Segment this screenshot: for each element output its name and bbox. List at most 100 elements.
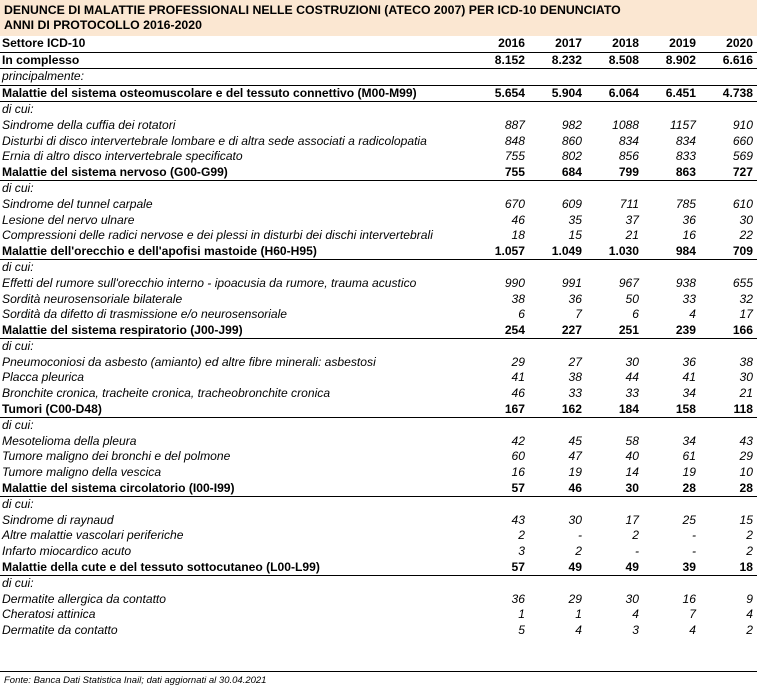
item-value: 4 xyxy=(746,607,753,622)
item-value: 33 xyxy=(568,386,582,401)
item-value: 802 xyxy=(561,149,582,164)
item-value: 43 xyxy=(511,512,525,527)
item-value: 2 xyxy=(518,528,525,543)
group-value: 254 xyxy=(472,322,529,340)
item-value: 19 xyxy=(568,465,582,480)
group-value: 49 xyxy=(586,559,643,577)
item-value: 21 xyxy=(625,228,639,243)
item-value: 29 xyxy=(568,591,582,606)
item-value: 848 xyxy=(504,133,525,148)
item-row: Compressioni delle radici nervose e dei … xyxy=(0,228,757,244)
item-label: Sindrome di raynaud xyxy=(2,512,114,527)
total-value: 8.152 xyxy=(472,52,529,70)
intro-row: principalmente: xyxy=(0,69,757,86)
item-value: 46 xyxy=(511,212,525,227)
item-label: Sordità da difetto di trasmissione e/o n… xyxy=(2,307,288,322)
item-value: 32 xyxy=(739,291,753,306)
item-row: Sordità da difetto di trasmissione e/o n… xyxy=(0,307,757,323)
group-value: 799 xyxy=(586,164,643,182)
table-title: DENUNCE DI MALATTIE PROFESSIONALI NELLE … xyxy=(4,3,621,17)
item-row: Cheratosi attinica 1 1 4 7 4 xyxy=(0,607,757,623)
item-value: 660 xyxy=(732,133,753,148)
item-value: 6 xyxy=(518,307,525,322)
total-row: In complesso 8.152 8.232 8.508 8.902 6.6… xyxy=(0,52,757,70)
group-label: Malattie del sistema nervoso (G00-G99) xyxy=(0,164,472,182)
item-value: 938 xyxy=(675,275,696,290)
dicui-row: di cui: xyxy=(0,576,757,592)
dicui-label: di cui: xyxy=(2,418,34,433)
total-value: 8.232 xyxy=(529,52,586,70)
item-label: Sindrome della cuffia dei rotatori xyxy=(2,117,176,132)
item-row: Placca pleurica 41 38 44 41 30 xyxy=(0,370,757,386)
group-value: 4.738 xyxy=(700,84,757,103)
total-label: In complesso xyxy=(0,52,472,70)
item-value: 45 xyxy=(568,433,582,448)
item-value: 2 xyxy=(632,528,639,543)
group-value: 46 xyxy=(529,480,586,498)
group-value: 1.030 xyxy=(586,243,643,261)
item-label: Bronchite cronica, tracheite cronica, tr… xyxy=(2,386,331,401)
item-value: - xyxy=(691,544,696,558)
group-value: 28 xyxy=(700,480,757,498)
dicui-label: di cui: xyxy=(2,497,34,512)
item-value: 19 xyxy=(682,465,696,480)
item-value: 1 xyxy=(518,607,525,622)
item-value: 21 xyxy=(739,386,753,401)
item-value: 29 xyxy=(739,449,753,464)
group-value: 18 xyxy=(700,559,757,577)
item-row: Effetti del rumore sull'orecchio interno… xyxy=(0,276,757,292)
item-value: 50 xyxy=(625,291,639,306)
group-label: Malattie del sistema respiratorio (J00-J… xyxy=(0,322,472,340)
item-value: 16 xyxy=(682,591,696,606)
group-label: Malattie del sistema osteomuscolare e de… xyxy=(0,84,472,103)
item-value: 670 xyxy=(504,196,525,211)
item-value: 7 xyxy=(575,307,582,322)
item-value: 834 xyxy=(618,133,639,148)
header-year: 2016 xyxy=(472,36,529,53)
item-value: 16 xyxy=(682,228,696,243)
item-value: 37 xyxy=(625,212,639,227)
item-value: 4 xyxy=(575,622,582,637)
item-label: Effetti del rumore sull'orecchio interno… xyxy=(2,275,417,290)
item-value: 569 xyxy=(732,149,753,164)
item-value: 1157 xyxy=(669,117,696,132)
group-label: Malattie del sistema circolatorio (I00-I… xyxy=(0,480,472,498)
group-value: 162 xyxy=(529,401,586,419)
item-label: Sordità neurosensoriale bilaterale xyxy=(2,291,183,306)
item-value: 834 xyxy=(675,133,696,148)
item-row: Lesione del nervo ulnare 46 35 37 36 30 xyxy=(0,213,757,229)
item-value: 785 xyxy=(675,196,696,211)
group-value: 251 xyxy=(586,322,643,340)
item-value: - xyxy=(691,528,696,543)
item-value: 5 xyxy=(518,622,525,637)
total-value: 8.508 xyxy=(586,52,643,70)
item-label: Placca pleurica xyxy=(2,370,85,385)
item-value: 967 xyxy=(618,275,639,290)
item-value: 4 xyxy=(689,622,696,637)
item-value: 610 xyxy=(732,196,753,211)
group-value: 118 xyxy=(700,401,757,419)
group-value: 1.049 xyxy=(529,243,586,261)
group-value: 684 xyxy=(529,164,586,182)
item-row: Mesotelioma della pleura 42 45 58 34 43 xyxy=(0,434,757,450)
item-row: Altre malattie vascolari periferiche 2 - 2 -… xyxy=(0,528,757,544)
total-value: 6.616 xyxy=(700,52,757,70)
group-value: 709 xyxy=(700,243,757,261)
item-label: Tumore maligno dei bronchi e del polmone xyxy=(2,449,231,464)
group-value: 57 xyxy=(472,480,529,498)
group-row: Malattie dell'orecchio e dell'apofisi ma… xyxy=(0,243,757,261)
item-row: Ernia di altro disco intervertebrale spe… xyxy=(0,149,757,165)
item-value: 4 xyxy=(689,307,696,322)
dicui-row: di cui: xyxy=(0,102,757,118)
item-value: 36 xyxy=(682,354,696,369)
group-value: 984 xyxy=(643,243,700,261)
item-value: 42 xyxy=(511,433,525,448)
group-value: 227 xyxy=(529,322,586,340)
item-label: Tumore maligno della vescica xyxy=(2,465,162,480)
item-value: 3 xyxy=(632,622,639,637)
header-row: Settore ICD-10 2016 2017 2018 2019 2020 xyxy=(0,36,757,53)
item-value: 36 xyxy=(511,591,525,606)
item-value: 10 xyxy=(739,465,753,480)
group-label: Tumori (C00-D48) xyxy=(0,401,472,419)
item-value: 16 xyxy=(511,465,525,480)
